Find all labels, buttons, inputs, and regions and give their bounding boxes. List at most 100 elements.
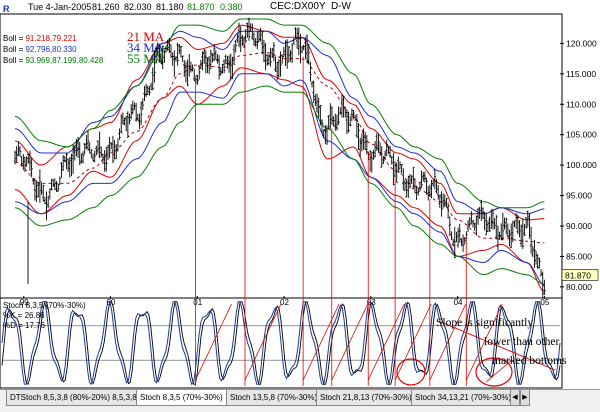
price-bar (340, 94, 344, 118)
tab-stoch-13-5-8[interactable]: Stoch 13,5,8 (70%-30%) (226, 390, 322, 406)
price-bar (90, 149, 93, 158)
price-bar (254, 38, 257, 47)
price-bar (76, 136, 80, 159)
price-bar (181, 55, 184, 62)
price-bar (134, 102, 138, 122)
price-bar (426, 185, 430, 201)
price-bar (372, 149, 375, 160)
price-bar (481, 207, 485, 219)
price-bar (498, 231, 501, 240)
price-bar (509, 223, 513, 249)
header-period: D-W (331, 1, 351, 12)
stoch-panel-frame (0, 297, 563, 389)
tab-scroll-right-button[interactable]: ▶ (520, 390, 530, 406)
price-bar (353, 114, 357, 122)
price-bar (506, 223, 510, 238)
price-bar (388, 145, 392, 158)
price-bar (503, 217, 506, 230)
price-bar (484, 213, 488, 236)
price-bar (66, 158, 70, 172)
boll-label: Boll (3, 45, 17, 54)
price-bar (31, 178, 35, 185)
price-bar (310, 81, 314, 88)
price-bar (375, 133, 379, 151)
frame-right-button[interactable]: R (3, 4, 10, 14)
price-bar (129, 104, 133, 120)
price-bar (186, 59, 189, 87)
price-bar (166, 39, 169, 51)
price-bar (440, 191, 443, 217)
price-bar (212, 44, 216, 62)
band-upper-21-ma (14, 24, 545, 221)
price-bar (100, 146, 103, 158)
price-bar (528, 213, 531, 239)
price-bar (541, 271, 545, 298)
price-bar (284, 40, 287, 67)
price-bar (400, 164, 403, 173)
price-bar (425, 177, 428, 195)
band-lower-55-ma (14, 85, 545, 285)
price-bar (153, 49, 156, 83)
price-bar (38, 169, 42, 203)
price-bar (493, 218, 496, 230)
price-bar (244, 29, 247, 44)
price-bar (176, 42, 179, 66)
price-bar (43, 196, 47, 204)
price-bar (431, 180, 435, 187)
price-bar (242, 36, 246, 48)
x-axis-label: 00 (106, 298, 115, 307)
y-axis-label: 110.000 (566, 99, 596, 109)
price-bar (26, 153, 30, 164)
y-axis-label: 95.000 (566, 191, 592, 201)
price-bar (468, 217, 472, 227)
price-bar (219, 67, 223, 76)
frame-left-button[interactable]: F (3, 4, 9, 14)
price-bar (13, 150, 17, 165)
price-bar (136, 113, 140, 121)
slope-line (195, 303, 232, 381)
tab-stoch-21-8-13[interactable]: Stoch 21,8,13 (70%-30%) (316, 390, 416, 406)
price-bar (516, 215, 520, 235)
boll-values-55: 93.969,87.199,80.428 (25, 56, 104, 65)
price-bar (164, 47, 168, 53)
tab-stoch-8-3-5[interactable]: Stoch 8,3,5 (70%-30%) (136, 390, 227, 406)
price-bar (433, 169, 437, 190)
stoch-title: Stoch 8,3,5 (70%-30%) (3, 301, 86, 310)
band-lower-34-ma (14, 73, 545, 286)
price-bar (226, 55, 229, 69)
price-bar (234, 39, 238, 53)
slope-line (367, 303, 405, 381)
header-close: 81.870 (187, 2, 215, 12)
y-axis-label: 80.000 (566, 282, 592, 292)
price-bar (423, 171, 427, 183)
price-bar (473, 222, 476, 231)
price-bar (58, 176, 62, 186)
ma-label-21: 21 MA (127, 29, 165, 44)
y-axis-label: 105.000 (566, 130, 597, 140)
stoch-d-label: %D (3, 321, 16, 330)
tab-dtstoch[interactable]: DTStoch 8,5,3,8 (80%-20%) 8,5,3,8 (6, 390, 141, 406)
price-bar (280, 54, 284, 64)
stoch-k-label: %K (3, 311, 16, 320)
price-bar (418, 181, 422, 192)
price-bar (158, 44, 161, 63)
slope-annotation: Slope is significantly lower than other … (432, 314, 600, 371)
price-bar (73, 145, 77, 161)
tab-stoch-34-13-21[interactable]: Stoch 34,13,21 (70%-30%) (411, 390, 516, 406)
price-bar (453, 226, 457, 259)
price-bar (179, 45, 183, 58)
price-bar (416, 187, 420, 196)
price-bar (508, 229, 511, 247)
price-bar (317, 97, 320, 118)
price-bar (113, 140, 116, 160)
price-bar (20, 156, 23, 167)
price-bar (149, 82, 153, 91)
price-bar (526, 210, 530, 227)
price-bar (488, 216, 491, 232)
price-bar (475, 215, 478, 236)
price-bar (85, 134, 88, 150)
price-bar (272, 42, 276, 62)
tab-scroll-left-button[interactable]: ◀ (510, 390, 520, 406)
price-bar (363, 131, 367, 151)
